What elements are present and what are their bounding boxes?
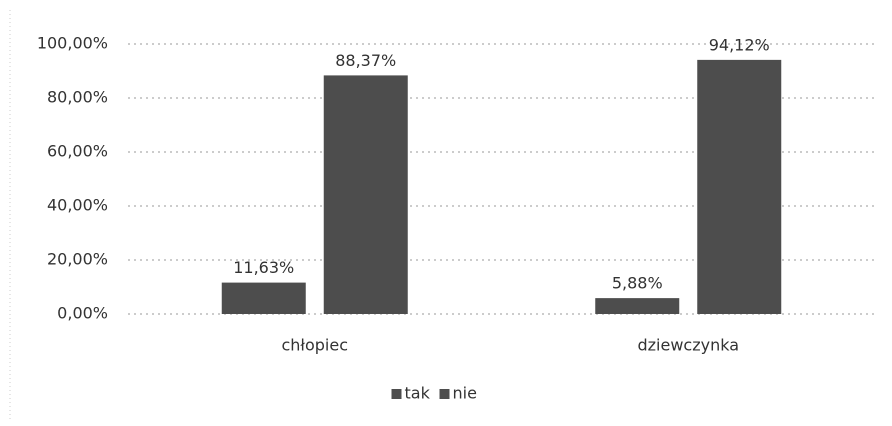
y-tick-label: 0,00%	[57, 304, 108, 323]
data-label: 94,12%	[709, 35, 770, 54]
y-tick-label: 20,00%	[47, 250, 108, 269]
data-label: 5,88%	[612, 274, 663, 293]
x-tick-label: chłopiec	[281, 336, 348, 355]
legend-label: tak	[405, 384, 431, 403]
y-tick-label: 80,00%	[47, 88, 108, 107]
legend-label: nie	[453, 384, 477, 403]
data-label: 88,37%	[335, 51, 396, 70]
x-tick-label: dziewczynka	[637, 336, 739, 355]
bar	[595, 298, 680, 314]
data-label: 11,63%	[233, 258, 294, 277]
legend-swatch	[439, 389, 450, 399]
y-tick-label: 60,00%	[47, 142, 108, 161]
legend-swatch	[391, 389, 402, 399]
y-tick-label: 100,00%	[37, 34, 108, 53]
bar	[323, 75, 408, 314]
bar	[221, 282, 306, 314]
y-tick-label: 40,00%	[47, 196, 108, 215]
bar	[697, 59, 782, 314]
